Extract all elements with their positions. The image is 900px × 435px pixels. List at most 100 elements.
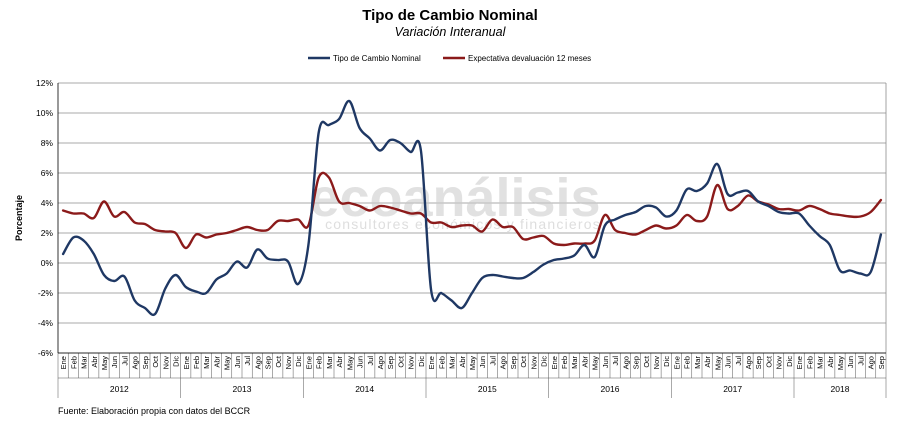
- x-tick-label: May: [100, 356, 109, 370]
- year-label: 2013: [233, 384, 252, 394]
- x-tick-label: Ago: [744, 356, 753, 369]
- year-label: 2015: [478, 384, 497, 394]
- x-tick-label: Jul: [366, 356, 375, 366]
- series-lines: [61, 99, 883, 316]
- x-tick-label: May: [713, 356, 722, 370]
- x-tick-label: Ene: [304, 356, 313, 369]
- x-tick-label: Jun: [356, 356, 365, 368]
- x-tick-label: Oct: [519, 355, 528, 368]
- x-tick-label: Sep: [264, 356, 273, 369]
- x-tick-label: Dic: [417, 356, 426, 367]
- x-tick-label: Ene: [672, 356, 681, 369]
- x-tick-label: Ene: [550, 356, 559, 369]
- x-tick-label: Jul: [611, 356, 620, 366]
- x-tick-label: Feb: [192, 356, 201, 369]
- chart-area: Tipo de Cambio Nominal Expectativa devalu…: [14, 54, 887, 398]
- x-tick-label: Mar: [448, 356, 457, 369]
- x-tick-label: Nov: [407, 356, 416, 370]
- x-tick-label: Oct: [151, 355, 160, 368]
- x-tick-label: Oct: [396, 355, 405, 368]
- x-tick-label: Sep: [877, 356, 886, 369]
- x-tick-label: Feb: [69, 356, 78, 369]
- x-tick-label: Ago: [499, 356, 508, 369]
- x-tick-label: Mar: [570, 356, 579, 369]
- x-tick-label: Feb: [437, 356, 446, 369]
- legend: Tipo de Cambio Nominal Expectativa devalu…: [308, 54, 591, 63]
- x-tick-label: Jul: [243, 356, 252, 366]
- x-tick-label: Abr: [703, 355, 712, 367]
- y-tick-label: 0%: [41, 258, 54, 268]
- y-tick-label: 6%: [41, 168, 54, 178]
- source-note: Fuente: Elaboración propia con datos del…: [58, 406, 251, 416]
- x-tick-label: Oct: [764, 355, 773, 368]
- x-tick-label: Sep: [386, 356, 395, 369]
- x-tick-label: Feb: [315, 356, 324, 369]
- x-tick-label: Abr: [580, 355, 589, 367]
- x-tick-label: Mar: [80, 356, 89, 369]
- x-tick-label: Abr: [335, 355, 344, 367]
- y-tick-label: 8%: [41, 138, 54, 148]
- y-tick-label: 10%: [36, 108, 53, 118]
- x-tick-label: Jun: [110, 356, 119, 368]
- x-tick-label: Mar: [202, 356, 211, 369]
- year-label: 2018: [831, 384, 850, 394]
- axes: [57, 83, 887, 398]
- year-label: 2016: [601, 384, 620, 394]
- watermark-tagline: consultores económicos y financieros: [325, 216, 601, 232]
- legend-label: Expectativa devaluación 12 meses: [468, 54, 591, 63]
- x-tick-label: Abr: [212, 355, 221, 367]
- x-tick-label: Sep: [509, 356, 518, 369]
- y-tick-label: -4%: [38, 318, 54, 328]
- x-tick-label: Jul: [488, 356, 497, 366]
- year-label: 2012: [110, 384, 129, 394]
- x-tick-label: Dic: [294, 356, 303, 367]
- x-tick-label: Nov: [529, 356, 538, 370]
- x-tick-label: Ago: [867, 356, 876, 369]
- x-tick-label: Feb: [683, 356, 692, 369]
- series-line-expectativa: [61, 171, 883, 250]
- x-tick-label: Jun: [478, 356, 487, 368]
- x-tick-label: Feb: [805, 356, 814, 369]
- x-tick-label: Ago: [376, 356, 385, 369]
- chart-subtitle: Variación Interanual: [394, 25, 506, 39]
- year-label: 2014: [355, 384, 374, 394]
- year-label: 2017: [723, 384, 742, 394]
- watermark-brand: ecoanálisis: [309, 168, 600, 228]
- x-tick-label: Feb: [560, 356, 569, 369]
- x-tick-label: Jul: [120, 356, 129, 366]
- x-tick-label: Jun: [233, 356, 242, 368]
- x-tick-label: Sep: [632, 356, 641, 369]
- x-tick-label: Mar: [325, 356, 334, 369]
- x-tick-label: Jun: [724, 356, 733, 368]
- x-tick-label: Abr: [90, 355, 99, 367]
- legend-label: Tipo de Cambio Nominal: [333, 54, 421, 63]
- y-tick-label: -6%: [38, 348, 54, 358]
- x-tick-label: Sep: [141, 356, 150, 369]
- x-tick-label: Dic: [540, 356, 549, 367]
- x-tick-label: Dic: [662, 356, 671, 367]
- x-tick-label: Sep: [754, 356, 763, 369]
- x-tick-label: May: [836, 356, 845, 370]
- x-tick-label: Jun: [601, 356, 610, 368]
- y-tick-label: 4%: [41, 198, 54, 208]
- x-tick-label: Nov: [284, 356, 293, 370]
- x-tick-label: May: [223, 356, 232, 370]
- y-axis-title: Porcentaje: [14, 195, 24, 241]
- x-tick-label: Ene: [182, 356, 191, 369]
- x-tick-label: Oct: [274, 355, 283, 368]
- y-tick-label: 2%: [41, 228, 54, 238]
- x-tick-label: Abr: [826, 355, 835, 367]
- x-tick-label: Ene: [795, 356, 804, 369]
- y-tick-label: -2%: [38, 288, 54, 298]
- x-tick-label: Abr: [458, 355, 467, 367]
- chart-title: Tipo de Cambio Nominal: [362, 7, 538, 24]
- y-tick-label: 12%: [36, 78, 53, 88]
- x-tick-label: Ene: [59, 356, 68, 369]
- x-tick-label: Jul: [856, 356, 865, 366]
- x-tick-label: Mar: [816, 356, 825, 369]
- x-tick-label: Ene: [427, 356, 436, 369]
- x-tick-label: Oct: [642, 355, 651, 368]
- x-tick-label: Ago: [621, 356, 630, 369]
- x-tick-label: Nov: [652, 356, 661, 370]
- x-tick-label: Nov: [161, 356, 170, 370]
